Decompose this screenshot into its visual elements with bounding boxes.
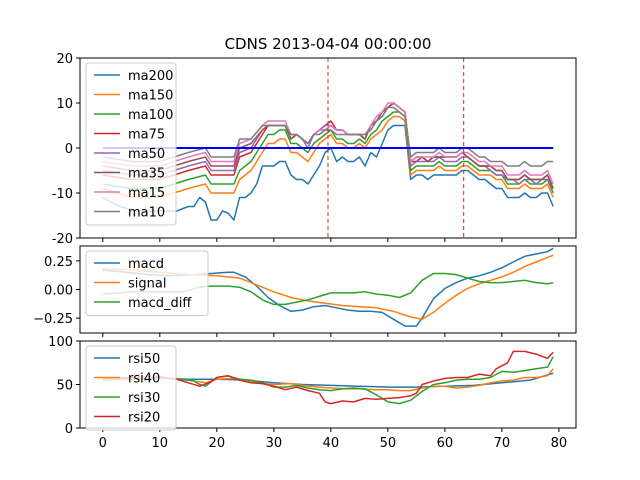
macd-y-tick-label: 0.25 (44, 255, 73, 270)
series-line-macd_diff (102, 272, 554, 306)
legend-label-ma150: ma150 (128, 89, 173, 104)
rsi-plot-area (102, 350, 554, 405)
ma-y-tick-label: 10 (56, 97, 73, 112)
rsi-x-tick-label: 50 (380, 436, 397, 451)
rsi-x-tick-label: 40 (323, 436, 340, 451)
series-line-ma35 (102, 102, 554, 189)
rsi-x-tick-label: 20 (209, 436, 226, 451)
rsi-y-tick-label: 50 (56, 379, 73, 394)
ma-y-tick-label: 0 (65, 142, 73, 157)
series-line-macd (102, 247, 554, 327)
legend-label-macd_diff: macd_diff (128, 296, 192, 311)
series-line-ma150 (102, 115, 554, 199)
series-line-rsi30 (102, 356, 554, 405)
rsi-legend-box (85, 345, 177, 431)
ma-y-tick-label: -10 (52, 187, 73, 202)
rsi-x-tick-label: 70 (494, 436, 511, 451)
series-line-ma200 (102, 124, 554, 221)
macd-panel: −0.25 0.00 0.25 macd signal macd_diff (33, 245, 577, 337)
rsi-x-tick-label: 0 (99, 436, 107, 451)
series-line-signal (102, 254, 554, 321)
legend-label-rsi50: rsi50 (128, 352, 160, 367)
rsi-x-tick-label: 30 (266, 436, 283, 451)
rsi-x-tick-label: 80 (551, 436, 568, 451)
macd-plot-area (102, 247, 554, 327)
ma-plot-area (102, 58, 554, 238)
rsi-x-tick-label: 60 (437, 436, 454, 451)
rsi-y-tick-label: 100 (48, 335, 73, 350)
legend-label-macd: macd (128, 257, 164, 272)
legend-label-signal: signal (128, 277, 166, 292)
legend-label-ma75: ma75 (128, 128, 165, 143)
ma-legend: ma200 ma150 ma100 ma75 ma50 ma35 ma15 ma10 (85, 62, 177, 226)
ma-legend-box (85, 62, 177, 226)
legend-label-rsi30: rsi30 (128, 391, 160, 406)
legend-label-ma100: ma100 (128, 108, 173, 123)
series-line-rsi20 (102, 350, 554, 405)
macd-y-tick-label: 0.00 (44, 284, 73, 299)
moving-averages-panel: -20-1001020ma200ma150ma100ma75ma50ma35ma… (52, 52, 577, 247)
legend-label-ma10: ma10 (128, 206, 165, 221)
series-line-rsi40 (102, 368, 554, 392)
series-line-ma10 (102, 106, 554, 167)
legend-label-rsi20: rsi20 (128, 411, 160, 426)
legend-label-ma35: ma35 (128, 167, 165, 182)
legend-label-ma50: ma50 (128, 147, 165, 162)
ma-y-tick-label: -20 (52, 232, 73, 247)
legend-label-ma15: ma15 (128, 186, 165, 201)
rsi-y-tick-label: 0 (65, 422, 73, 437)
legend-label-rsi40: rsi40 (128, 372, 160, 387)
macd-y-tick-label: −0.25 (33, 312, 73, 327)
chart-title: CDNS 2013-04-04 00:00:00 (225, 35, 432, 53)
macd-legend-box (85, 250, 209, 316)
legend-label-ma200: ma200 (128, 69, 173, 84)
rsi-x-tick-label: 10 (152, 436, 169, 451)
ma-y-tick-label: 20 (56, 52, 73, 67)
macd-legend: macd signal macd_diff (85, 250, 209, 316)
rsi-legend: rsi50 rsi40 rsi30 rsi20 (85, 345, 177, 431)
